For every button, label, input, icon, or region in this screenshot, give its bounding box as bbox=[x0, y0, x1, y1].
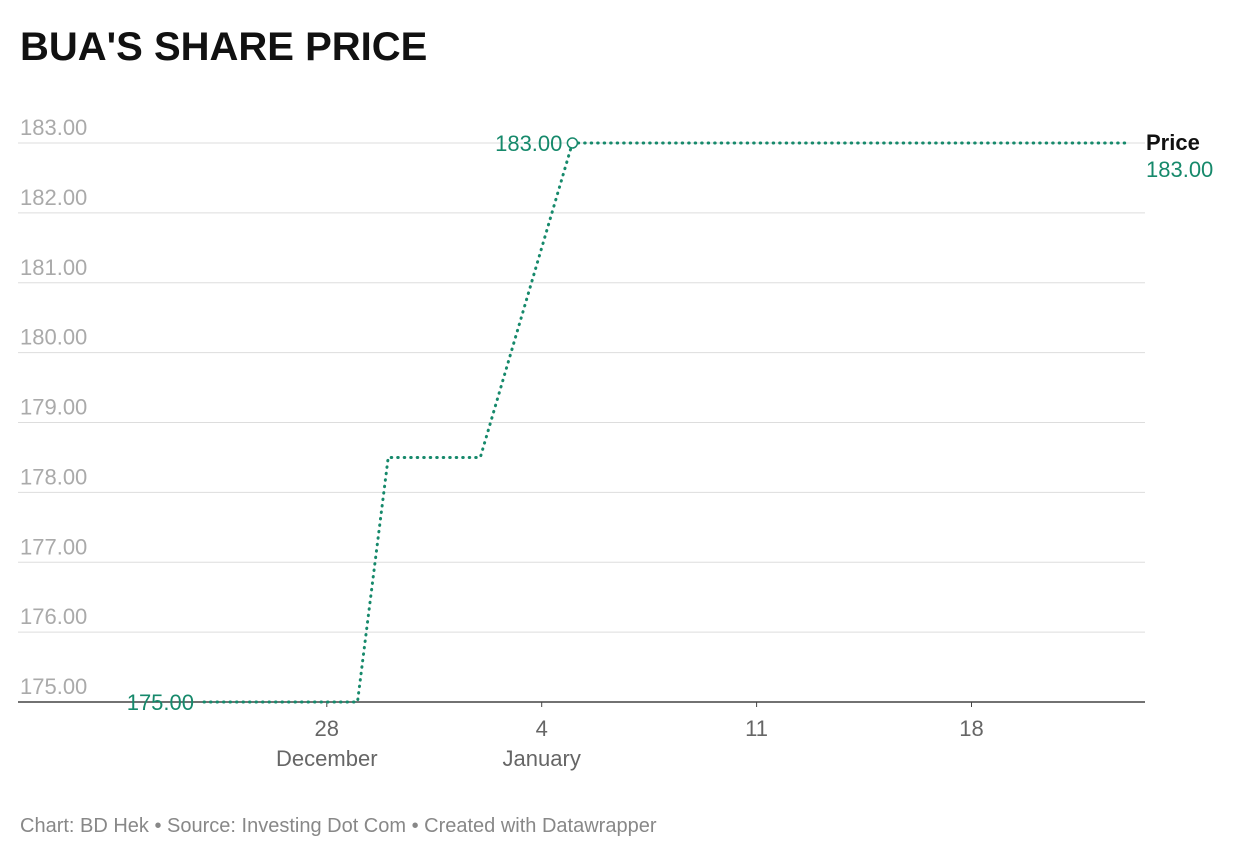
y-tick-label: 183.00 bbox=[20, 115, 87, 140]
y-tick-label: 178.00 bbox=[20, 464, 87, 489]
x-month-label: January bbox=[503, 746, 581, 771]
x-tick-label: 11 bbox=[745, 716, 768, 741]
legend-label: Price bbox=[1146, 130, 1200, 155]
y-tick-label: 180.00 bbox=[20, 325, 87, 350]
y-tick-label: 177.00 bbox=[20, 534, 87, 559]
line bbox=[202, 141, 1127, 704]
source: Chart: BD Hek • Source: Investing Dot Co… bbox=[20, 815, 657, 837]
point-marker bbox=[566, 137, 579, 149]
y-tick-label: 181.00 bbox=[20, 255, 87, 280]
value-label: 175.00 bbox=[127, 690, 194, 715]
x-tick-label: 28 bbox=[315, 716, 339, 741]
y-tick-label: 176.00 bbox=[20, 604, 87, 629]
y-tick-label: 179.00 bbox=[20, 395, 87, 420]
x-tick-label: 4 bbox=[536, 716, 548, 741]
x-month-label: December bbox=[276, 746, 377, 771]
chart-title: BUA'S SHARE PRICE bbox=[20, 25, 427, 69]
x-tick-label: 18 bbox=[959, 716, 983, 741]
y-tick-label: 175.00 bbox=[20, 674, 87, 699]
y-tick-label: 182.00 bbox=[20, 185, 87, 210]
end-value-label: 183.00 bbox=[1146, 157, 1213, 182]
value-label: 183.00 bbox=[495, 131, 562, 156]
